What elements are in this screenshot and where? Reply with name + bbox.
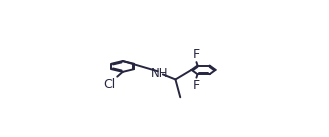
- Text: F: F: [193, 79, 200, 92]
- Text: NH: NH: [151, 67, 169, 80]
- Text: F: F: [193, 48, 200, 61]
- Text: Cl: Cl: [103, 78, 115, 91]
